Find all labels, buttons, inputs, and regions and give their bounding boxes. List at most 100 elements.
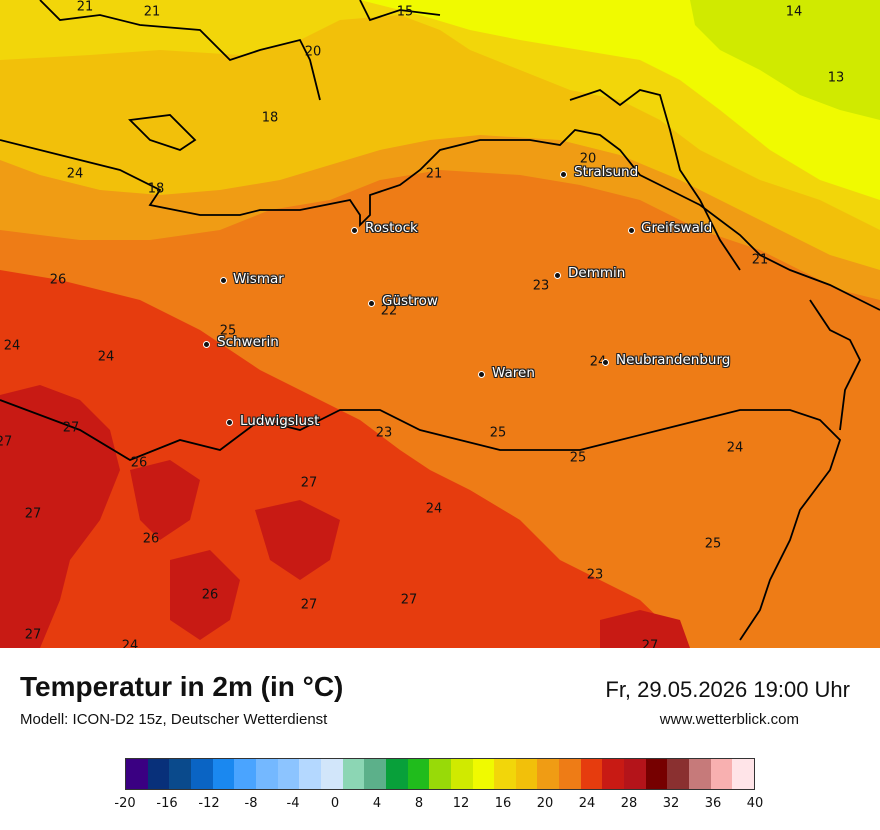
- city-label: Wismar: [233, 271, 284, 287]
- temp-label: 25: [489, 425, 507, 441]
- temperature-map: 21 21 15 14 13 20 18 24 18 21 20 21 26 2…: [0, 0, 880, 648]
- temp-label: 25: [704, 536, 722, 552]
- temp-label: 27: [641, 638, 659, 649]
- colorbar-segment: [190, 759, 213, 789]
- colorbar-segment: [645, 759, 668, 789]
- colorbar-tick-label: -8: [244, 796, 258, 811]
- temp-label: 26: [201, 587, 219, 603]
- colorbar-tick-label: 36: [704, 796, 722, 811]
- colorbar-tick-label: -20: [114, 796, 136, 811]
- temp-label: 27: [24, 506, 42, 522]
- temp-label: 27: [400, 592, 418, 608]
- colorbar-segment: [407, 759, 430, 789]
- city-marker: [478, 371, 485, 378]
- temp-label: 26: [130, 455, 148, 471]
- city-marker: [368, 300, 375, 307]
- temp-label: 14: [785, 4, 803, 20]
- colorbar-segment: [472, 759, 495, 789]
- temp-label: 27: [300, 475, 318, 491]
- city-marker: [560, 171, 567, 178]
- city-label: Ludwigslust: [240, 413, 320, 429]
- city-marker: [226, 419, 233, 426]
- city-marker: [628, 227, 635, 234]
- colorbar-segment: [277, 759, 300, 789]
- temp-label: 20: [579, 151, 597, 167]
- colorbar-segment: [169, 759, 191, 789]
- temp-label: 21: [76, 0, 94, 15]
- colorbar-segment: [559, 759, 581, 789]
- temp-label: 24: [3, 338, 21, 354]
- temp-label: 21: [143, 4, 161, 20]
- colorbar-segment: [255, 759, 278, 789]
- website-link[interactable]: www.wetterblick.com: [659, 711, 799, 728]
- city-label: Güstrow: [382, 293, 438, 309]
- colorbar-segment: [537, 759, 560, 789]
- map-title: Temperatur in 2m (in °C): [20, 671, 344, 702]
- colorbar-segment: [580, 759, 603, 789]
- colorbar-segment: [126, 759, 148, 789]
- colorbar-segment: [667, 759, 690, 789]
- colorbar-tick-label: 40: [746, 796, 764, 811]
- temp-label: 25: [569, 450, 587, 466]
- city-label: Stralsund: [574, 164, 639, 180]
- temp-label: 27: [24, 627, 42, 643]
- temp-label: 26: [142, 531, 160, 547]
- colorbar-tick-label: 24: [578, 796, 596, 811]
- temp-label: 27: [62, 420, 80, 436]
- map-shading: [0, 0, 880, 648]
- forecast-datetime: Fr, 29.05.2026 19:00 Uhr: [605, 677, 850, 702]
- temp-label: 27: [300, 597, 318, 613]
- temp-label: 23: [375, 425, 393, 441]
- city-marker: [554, 272, 561, 279]
- colorbar-tick-label: -12: [198, 796, 220, 811]
- colorbar-segment: [212, 759, 235, 789]
- colorbar-tick-label: 8: [414, 796, 424, 811]
- model-subtitle: Modell: ICON-D2 15z, Deutscher Wetterdie…: [20, 711, 328, 728]
- temp-label: 24: [66, 166, 84, 182]
- colorbar-tick-label: 28: [620, 796, 638, 811]
- colorbar-segment: [429, 759, 451, 789]
- city-marker: [351, 227, 358, 234]
- colorbar-segment: [689, 759, 711, 789]
- colorbar-tick-label: 20: [536, 796, 554, 811]
- temp-label: 20: [304, 44, 322, 60]
- colorbar-tick-label: 0: [330, 796, 340, 811]
- temp-label: 23: [532, 278, 550, 294]
- temp-label: 24: [121, 638, 139, 649]
- temp-label: 24: [97, 349, 115, 365]
- colorbar-tick-label: 32: [662, 796, 680, 811]
- temperature-colorbar: [125, 758, 755, 790]
- city-marker: [220, 277, 227, 284]
- colorbar-segment: [320, 759, 343, 789]
- colorbar-segment: [624, 759, 646, 789]
- city-marker: [203, 341, 210, 348]
- temp-label: 18: [147, 181, 165, 197]
- city-label: Neubrandenburg: [616, 352, 731, 368]
- city-label: Schwerin: [217, 334, 279, 350]
- colorbar-segment: [342, 759, 365, 789]
- temp-label: 27: [0, 434, 13, 450]
- temp-label: 13: [827, 70, 845, 86]
- temp-label: 21: [751, 252, 769, 268]
- colorbar-segment: [299, 759, 321, 789]
- colorbar-tick-label: 4: [372, 796, 382, 811]
- city-label: Waren: [492, 365, 535, 381]
- temp-label: 15: [396, 4, 414, 20]
- temp-label: 22: [380, 303, 398, 319]
- colorbar-segment: [450, 759, 473, 789]
- colorbar-tick-label: -16: [156, 796, 178, 811]
- temp-label: 24: [589, 354, 607, 370]
- colorbar-tick-label: 12: [452, 796, 470, 811]
- city-label: Rostock: [365, 220, 418, 236]
- temp-label: 23: [586, 567, 604, 583]
- temp-label: 21: [425, 166, 443, 182]
- footer: [0, 648, 880, 830]
- colorbar-tick-label: -4: [286, 796, 300, 811]
- colorbar-segment: [602, 759, 625, 789]
- temp-label: 25: [219, 323, 237, 339]
- colorbar-segment: [710, 759, 733, 789]
- city-marker: [602, 359, 609, 366]
- colorbar-segment: [732, 759, 755, 789]
- colorbar-segment: [515, 759, 538, 789]
- city-label: Greifswald: [641, 220, 713, 236]
